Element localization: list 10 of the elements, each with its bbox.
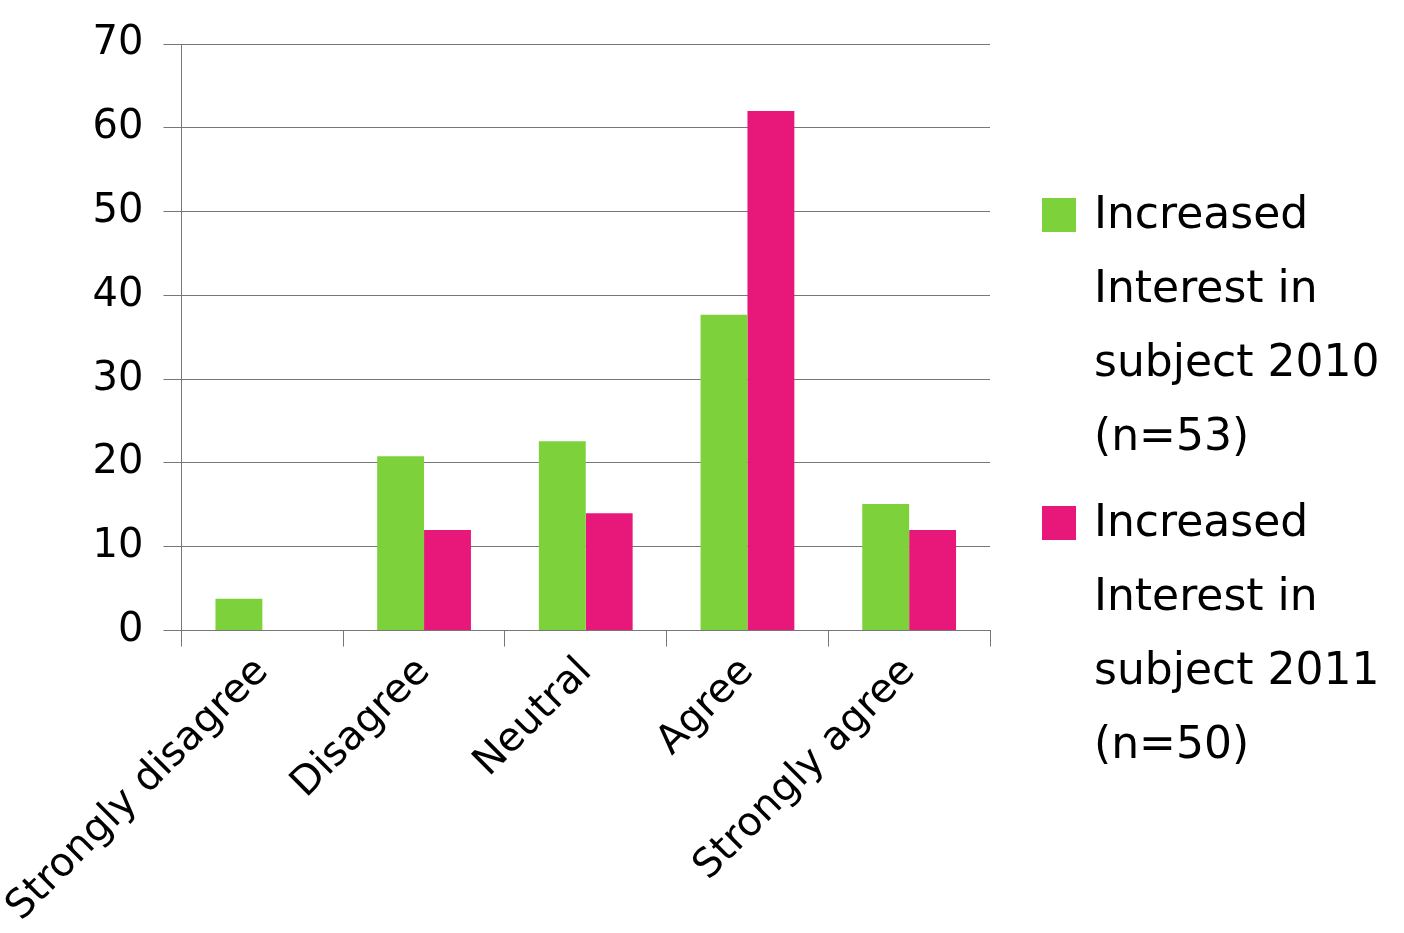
y-tick-label: 20 [92, 436, 144, 483]
y-tick-label: 50 [92, 184, 144, 231]
y-tick-label: 60 [92, 101, 144, 148]
legend-label: Increased Interest in subject 2010 (n=53) [1094, 186, 1381, 462]
y-tick-label: 10 [92, 520, 144, 567]
y-tick-label: 30 [92, 352, 144, 399]
y-tick-label: 0 [118, 603, 144, 650]
y-tick-label: 70 [92, 17, 144, 64]
legend-label: Increased Interest in subject 2011 (n=50) [1094, 494, 1381, 770]
y-tick-label: 40 [92, 268, 144, 315]
